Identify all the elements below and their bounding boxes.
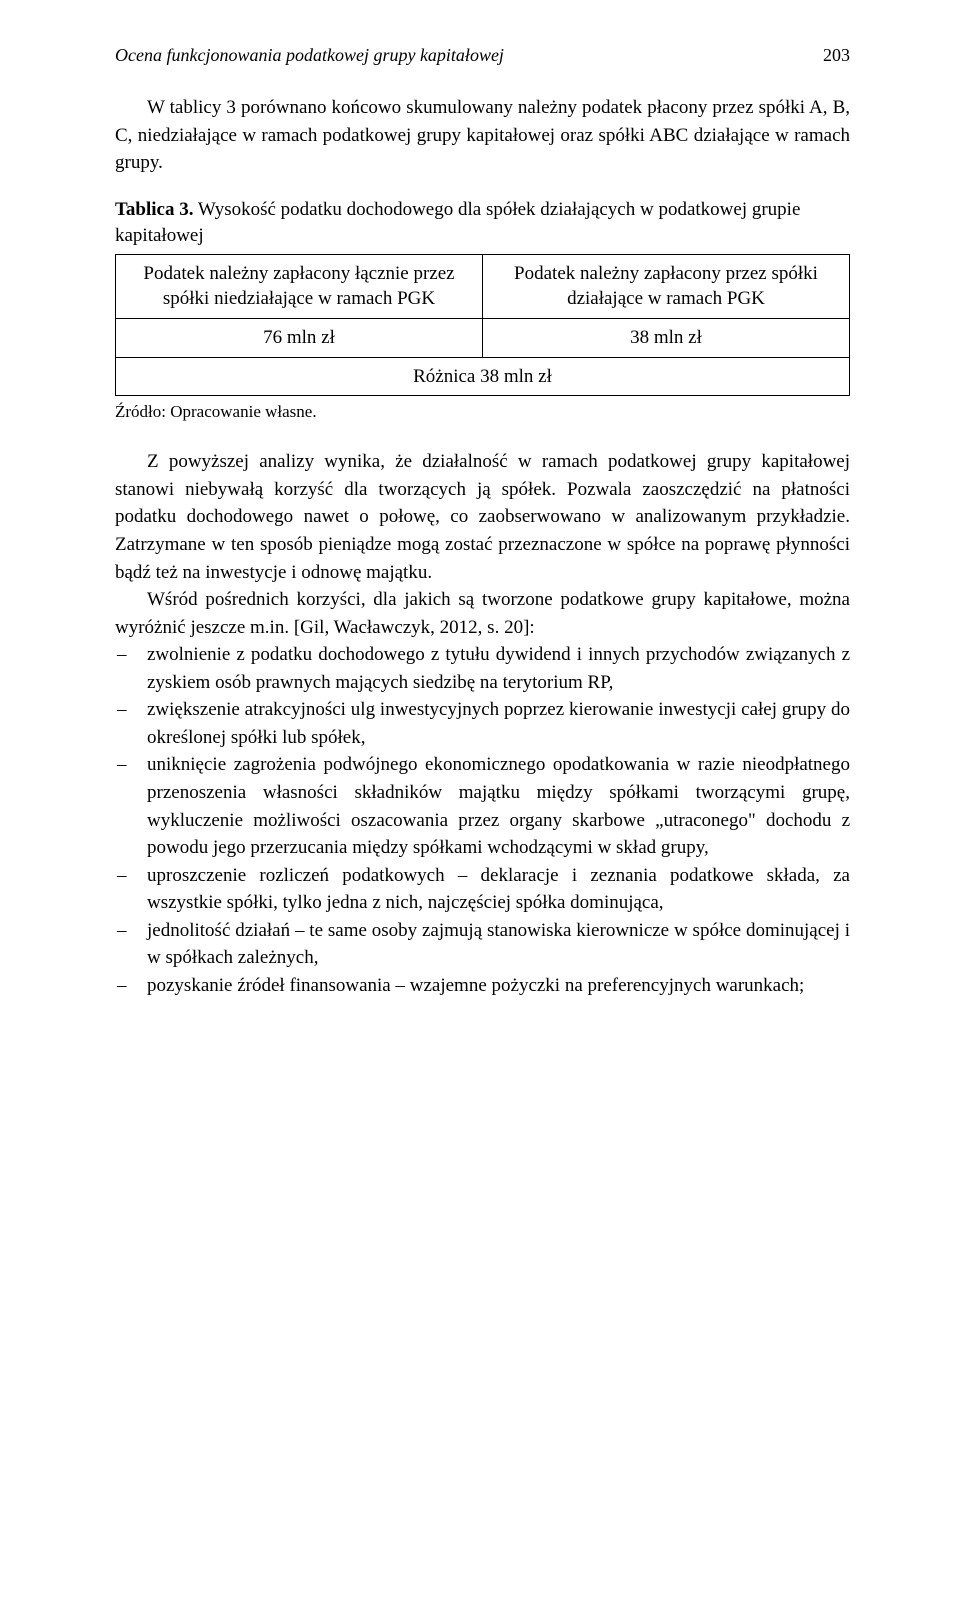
table-value-left: 76 mln zł (116, 319, 483, 358)
benefits-list: zwolnienie z podatku dochodowego z tytuł… (115, 641, 850, 999)
list-item: zwolnienie z podatku dochodowego z tytuł… (115, 641, 850, 696)
list-item: zwiększenie atrakcyjności ulg inwestycyj… (115, 696, 850, 751)
body-paragraph-1: Z powyższej analizy wynika, że działalno… (115, 448, 850, 586)
table-row: Podatek należny zapłacony łącznie przez … (116, 254, 850, 318)
page-header: Ocena funkcjonowania podatkowej grupy ka… (115, 45, 850, 66)
table-caption-label: Tablica 3. (115, 199, 194, 220)
table-source: Źródło: Opracowanie własne. (115, 402, 850, 422)
list-item: pozyskanie źródeł finansowania – wzajemn… (115, 972, 850, 1000)
intro-paragraph: W tablicy 3 porównano końcowo skumulowan… (115, 94, 850, 177)
table-header-right: Podatek należny zapłacony przez spółki d… (483, 254, 850, 318)
list-item: jednolitość działań – te same osoby zajm… (115, 917, 850, 972)
table-row: Różnica 38 mln zł (116, 357, 850, 396)
table-value-right: 38 mln zł (483, 319, 850, 358)
page-number: 203 (823, 45, 850, 66)
header-title: Ocena funkcjonowania podatkowej grupy ka… (115, 45, 504, 66)
list-item: uniknięcie zagrożenia podwójnego ekonomi… (115, 751, 850, 861)
table-row: 76 mln zł 38 mln zł (116, 319, 850, 358)
body-paragraph-2: Wśród pośrednich korzyści, dla jakich są… (115, 586, 850, 641)
table-caption: Tablica 3. Wysokość podatku dochodowego … (115, 197, 850, 250)
table-caption-text: Wysokość podatku dochodowego dla spółek … (115, 199, 800, 247)
list-item: uproszczenie rozliczeń podatkowych – dek… (115, 862, 850, 917)
table-header-left: Podatek należny zapłacony łącznie przez … (116, 254, 483, 318)
comparison-table: Podatek należny zapłacony łącznie przez … (115, 254, 850, 397)
table-diff-row: Różnica 38 mln zł (116, 357, 850, 396)
